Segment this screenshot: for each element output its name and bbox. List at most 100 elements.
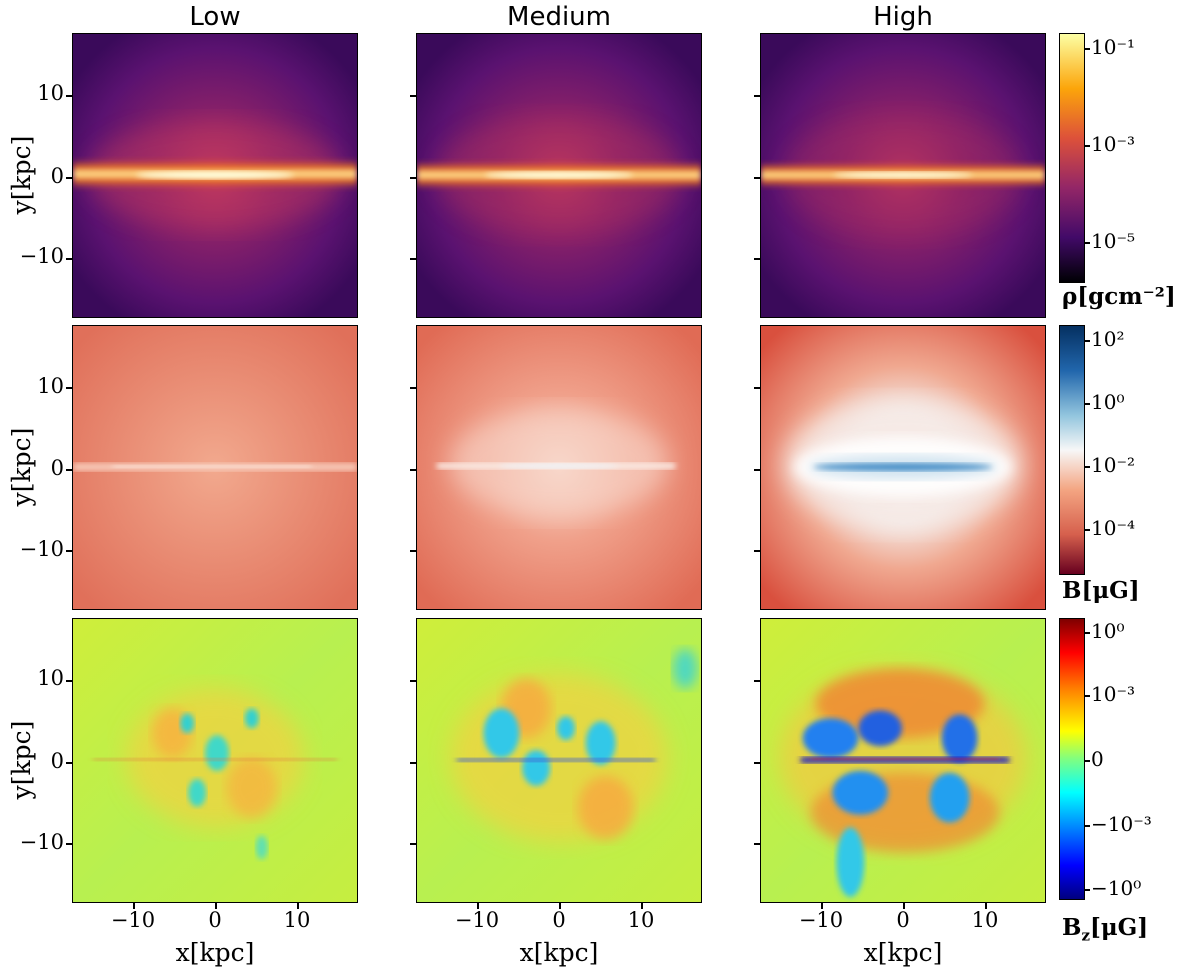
ytickmark bbox=[754, 762, 760, 764]
ytickmark bbox=[66, 95, 72, 97]
xlabel-col2: x[kpc] bbox=[519, 938, 599, 967]
cb-bz-tick-3: 0 bbox=[1091, 747, 1104, 771]
ytick-r3-0: 0 bbox=[50, 749, 64, 773]
ytickmark bbox=[66, 387, 72, 389]
ytick-r1-0: 0 bbox=[50, 164, 64, 188]
ytickmark bbox=[66, 843, 72, 845]
density-panel-low bbox=[72, 33, 358, 318]
xtick-c3-m10: −10 bbox=[798, 908, 844, 932]
colorbar-density bbox=[1059, 33, 1085, 283]
cb-tickmark bbox=[1084, 695, 1090, 697]
ytickmark bbox=[66, 680, 72, 682]
colorbar-bz-label: Bz[μG] bbox=[1062, 914, 1148, 945]
xtickmark bbox=[903, 903, 905, 909]
colorbar-bfield-label: B[μG] bbox=[1062, 577, 1140, 604]
xtickmark bbox=[641, 903, 643, 909]
cb-tickmark bbox=[1084, 760, 1090, 762]
cb-tickmark bbox=[1084, 825, 1090, 827]
ytick-r1-10: 10 bbox=[37, 81, 64, 105]
ytickmark bbox=[410, 843, 416, 845]
cb-tickmark bbox=[1084, 145, 1090, 147]
bz-label-unit: [μG] bbox=[1089, 914, 1149, 941]
ytickmark bbox=[66, 762, 72, 764]
xtickmark bbox=[133, 903, 135, 909]
ytickmark bbox=[754, 469, 760, 471]
ytickmark bbox=[410, 177, 416, 179]
xtick-c1-0: 0 bbox=[208, 908, 222, 932]
xtickmark bbox=[215, 903, 217, 909]
xlabel-col1: x[kpc] bbox=[175, 938, 255, 967]
cb-tickmark bbox=[1084, 48, 1090, 50]
cb-bfield-tick-1: 10² bbox=[1091, 327, 1125, 351]
ytickmark bbox=[754, 387, 760, 389]
cb-bz-tick-4: −10⁻³ bbox=[1091, 812, 1152, 836]
cb-density-tick-3: 10⁻⁵ bbox=[1091, 229, 1136, 253]
xtick-c1-10: 10 bbox=[283, 908, 311, 932]
ytickmark bbox=[410, 762, 416, 764]
ytickmark bbox=[66, 550, 72, 552]
xtick-c1-m10: −10 bbox=[110, 908, 156, 932]
xtickmark bbox=[985, 903, 987, 909]
ytickmark bbox=[754, 258, 760, 260]
ytick-r3-m10: −10 bbox=[19, 830, 64, 854]
ytick-r3-10: 10 bbox=[37, 666, 64, 690]
cb-tickmark bbox=[1084, 529, 1090, 531]
bfield-panel-high bbox=[760, 325, 1046, 610]
bfield-panel-medium bbox=[416, 325, 702, 610]
cb-bfield-tick-2: 10⁰ bbox=[1091, 390, 1125, 414]
ytickmark bbox=[66, 177, 72, 179]
bz-panel-high bbox=[760, 618, 1046, 903]
bz-label-main: B bbox=[1062, 914, 1082, 941]
ytick-r1-m10: −10 bbox=[19, 244, 64, 268]
ytickmark bbox=[410, 258, 416, 260]
ytickmark bbox=[754, 95, 760, 97]
ytickmark bbox=[754, 843, 760, 845]
xtickmark bbox=[477, 903, 479, 909]
density-panel-medium bbox=[416, 33, 702, 318]
xtick-c2-0: 0 bbox=[552, 908, 566, 932]
cb-tickmark bbox=[1084, 242, 1090, 244]
cb-bfield-tick-3: 10⁻² bbox=[1091, 453, 1136, 477]
column-title-medium: Medium bbox=[507, 2, 611, 32]
ytick-r2-m10: −10 bbox=[19, 537, 64, 561]
bfield-panel-low bbox=[72, 325, 358, 610]
cb-bfield-tick-4: 10⁻⁴ bbox=[1091, 516, 1136, 540]
xtickmark bbox=[821, 903, 823, 909]
ytickmark bbox=[410, 95, 416, 97]
xtick-c3-0: 0 bbox=[896, 908, 910, 932]
cb-density-tick-1: 10⁻¹ bbox=[1091, 35, 1136, 59]
colorbar-density-label: ρ[gcm⁻²] bbox=[1062, 283, 1176, 310]
xtick-c2-10: 10 bbox=[627, 908, 655, 932]
xtickmark bbox=[297, 903, 299, 909]
ytick-r2-0: 0 bbox=[50, 456, 64, 480]
density-panel-high bbox=[760, 33, 1046, 318]
colorbar-bz bbox=[1059, 618, 1085, 900]
ytickmark bbox=[66, 258, 72, 260]
ytickmark bbox=[410, 469, 416, 471]
xtickmark bbox=[559, 903, 561, 909]
cb-density-tick-2: 10⁻³ bbox=[1091, 132, 1136, 156]
ytickmark bbox=[410, 550, 416, 552]
cb-tickmark bbox=[1084, 632, 1090, 634]
cb-tickmark bbox=[1084, 889, 1090, 891]
bz-panel-low bbox=[72, 618, 358, 903]
xtick-c2-m10: −10 bbox=[454, 908, 500, 932]
column-title-high: High bbox=[873, 2, 933, 32]
cb-bz-tick-2: 10⁻³ bbox=[1091, 682, 1136, 706]
ytickmark bbox=[754, 550, 760, 552]
cb-bz-tick-1: 10⁰ bbox=[1091, 619, 1125, 643]
cb-tickmark bbox=[1084, 403, 1090, 405]
cb-tickmark bbox=[1084, 466, 1090, 468]
ytickmark bbox=[410, 680, 416, 682]
ytickmark bbox=[754, 177, 760, 179]
ytickmark bbox=[66, 469, 72, 471]
column-title-low: Low bbox=[189, 2, 241, 32]
ytick-r2-10: 10 bbox=[37, 374, 64, 398]
cb-bz-tick-5: −10⁰ bbox=[1091, 876, 1142, 900]
xtick-c3-10: 10 bbox=[971, 908, 999, 932]
ytickmark bbox=[754, 680, 760, 682]
colorbar-bfield bbox=[1059, 325, 1085, 575]
bz-label-sub: z bbox=[1081, 926, 1090, 945]
bz-panel-medium bbox=[416, 618, 702, 903]
cb-tickmark bbox=[1084, 340, 1090, 342]
